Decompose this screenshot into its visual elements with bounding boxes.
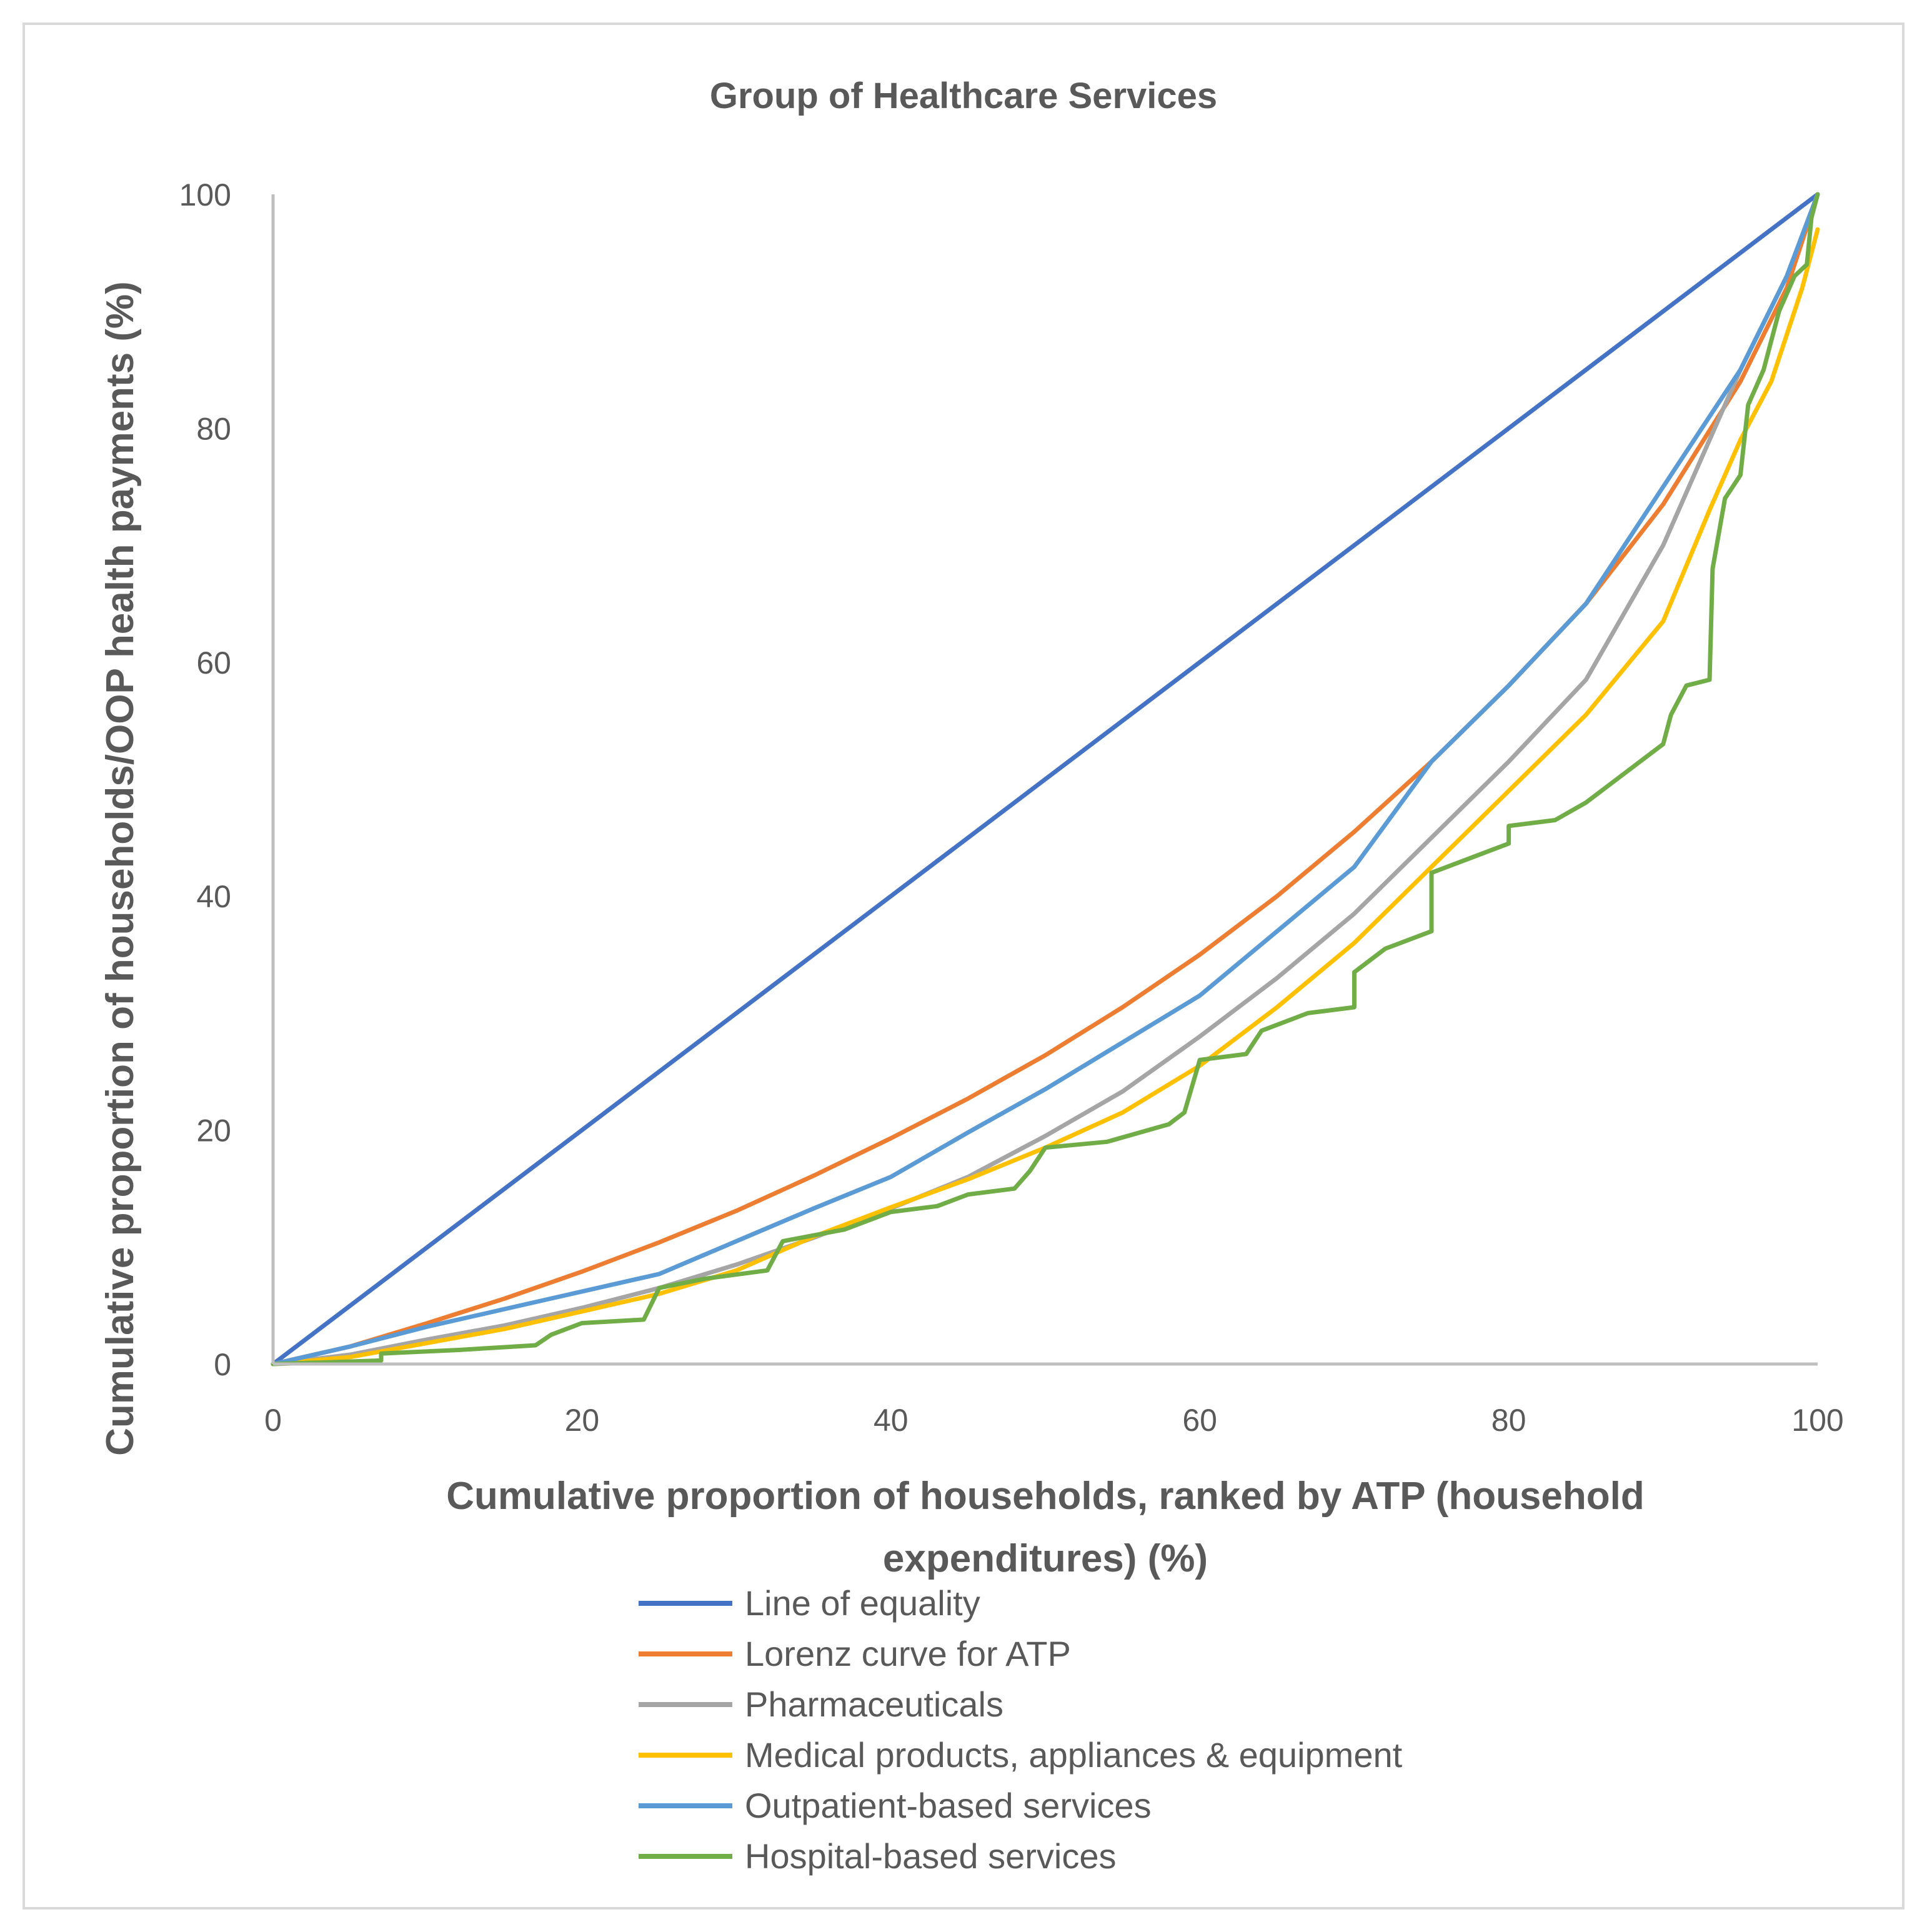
x-tick-label: 80 xyxy=(1491,1403,1526,1438)
chart-border xyxy=(22,22,1905,1910)
y-tick-label: 20 xyxy=(196,1113,231,1148)
series-line-medical-products-appliances-equipment xyxy=(271,227,1820,1367)
y-tick-labels: 0 20 40 60 80 100 xyxy=(179,177,231,1382)
x-tick-label: 0 xyxy=(264,1403,282,1438)
y-axis-title: Cumulative proportion of households/OOP … xyxy=(99,281,142,1456)
y-tick-label: 0 xyxy=(214,1347,231,1382)
legend-label-lorenz-curve-for-atp: Lorenz curve for ATP xyxy=(745,1634,1071,1673)
x-axis-title-line-2: expenditures) (%) xyxy=(883,1537,1208,1580)
series-line-outpatient-based-services xyxy=(271,192,1820,1367)
x-tick-label: 100 xyxy=(1791,1403,1843,1438)
chart-title: Group of Healthcare Services xyxy=(710,76,1217,116)
legend-label-hospital-based-services: Hospital-based services xyxy=(745,1836,1116,1876)
legend-label-pharmaceuticals: Pharmaceuticals xyxy=(745,1685,1003,1724)
x-tick-labels: 0 20 40 60 80 100 xyxy=(264,1403,1844,1438)
series-line-pharmaceuticals xyxy=(271,192,1820,1367)
legend-label-line-of-equality: Line of equality xyxy=(745,1583,980,1623)
x-axis-title-line-1: Cumulative proportion of households, ran… xyxy=(446,1475,1645,1518)
series-line-lorenz-curve-for-atp xyxy=(271,192,1820,1367)
x-tick-label: 20 xyxy=(565,1403,600,1438)
y-tick-label: 100 xyxy=(179,177,231,212)
series-line-hospital-based-services xyxy=(271,192,1820,1367)
x-tick-label: 60 xyxy=(1182,1403,1217,1438)
y-tick-label: 60 xyxy=(196,645,231,680)
y-tick-label: 80 xyxy=(196,411,231,446)
legend: Line of equality Lorenz curve for ATP Phar… xyxy=(639,1583,1403,1876)
legend-label-outpatient-based-services: Outpatient-based services xyxy=(745,1786,1152,1825)
x-tick-label: 40 xyxy=(874,1403,909,1438)
y-tick-label: 40 xyxy=(196,879,231,914)
series-layer xyxy=(271,192,1820,1367)
series-line-line-of-equality xyxy=(271,192,1820,1367)
legend-label-medical-products-appliances-equipment: Medical products, appliances & equipment xyxy=(745,1735,1403,1775)
